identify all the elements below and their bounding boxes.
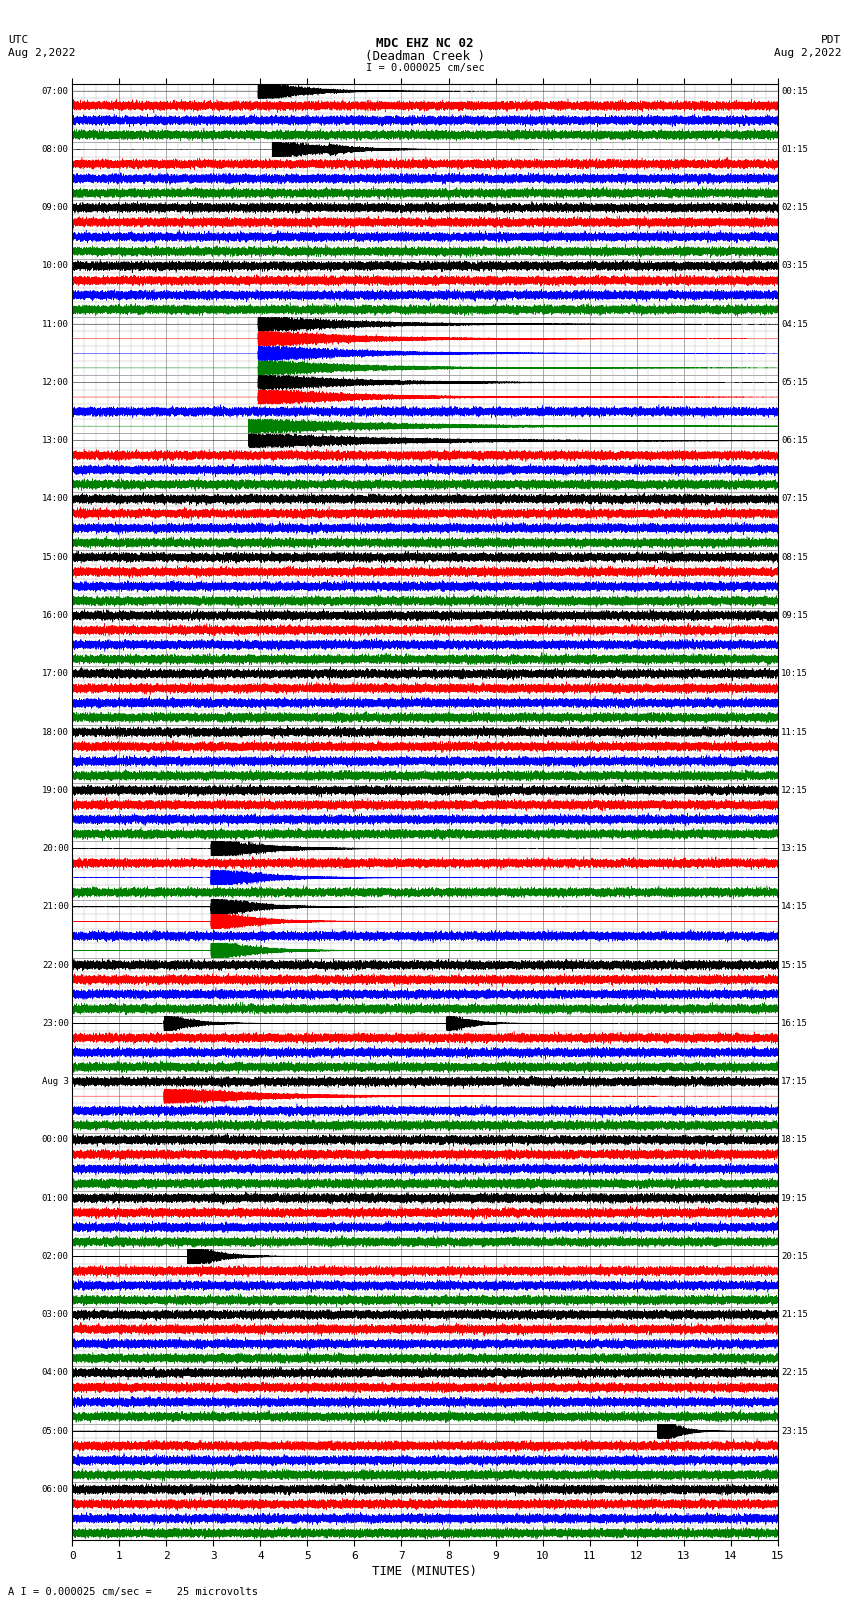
Text: 05:15: 05:15 [781,377,808,387]
Text: A I = 0.000025 cm/sec =    25 microvolts: A I = 0.000025 cm/sec = 25 microvolts [8,1587,258,1597]
Text: 22:00: 22:00 [42,961,69,969]
Text: 15:00: 15:00 [42,553,69,561]
Text: 18:15: 18:15 [781,1136,808,1144]
Text: (Deadman Creek ): (Deadman Creek ) [365,50,485,63]
Text: 00:00: 00:00 [42,1136,69,1144]
Text: 02:15: 02:15 [781,203,808,213]
Text: 17:00: 17:00 [42,669,69,679]
Text: 16:00: 16:00 [42,611,69,619]
Text: 19:15: 19:15 [781,1194,808,1203]
Text: 16:15: 16:15 [781,1019,808,1027]
Text: 11:15: 11:15 [781,727,808,737]
Text: 19:00: 19:00 [42,786,69,795]
Text: 08:00: 08:00 [42,145,69,153]
Text: 20:15: 20:15 [781,1252,808,1261]
Text: 01:00: 01:00 [42,1194,69,1203]
Text: I = 0.000025 cm/sec: I = 0.000025 cm/sec [366,63,484,73]
Text: 15:15: 15:15 [781,961,808,969]
Text: MDC EHZ NC 02: MDC EHZ NC 02 [377,37,473,50]
Text: 23:00: 23:00 [42,1019,69,1027]
Text: 04:15: 04:15 [781,319,808,329]
Text: Aug 2,2022: Aug 2,2022 [8,48,76,58]
Text: 10:00: 10:00 [42,261,69,271]
Text: 14:00: 14:00 [42,495,69,503]
Text: Aug 3: Aug 3 [42,1077,69,1086]
Text: 03:00: 03:00 [42,1310,69,1319]
Text: 03:15: 03:15 [781,261,808,271]
Text: 13:15: 13:15 [781,844,808,853]
Text: 07:15: 07:15 [781,495,808,503]
Text: 09:00: 09:00 [42,203,69,213]
Text: 18:00: 18:00 [42,727,69,737]
Text: 12:15: 12:15 [781,786,808,795]
Text: 02:00: 02:00 [42,1252,69,1261]
Text: 10:15: 10:15 [781,669,808,679]
Text: 11:00: 11:00 [42,319,69,329]
Text: 21:15: 21:15 [781,1310,808,1319]
Text: 20:00: 20:00 [42,844,69,853]
Text: 21:00: 21:00 [42,902,69,911]
Text: 05:00: 05:00 [42,1426,69,1436]
Text: Aug 2,2022: Aug 2,2022 [774,48,842,58]
Text: 06:15: 06:15 [781,436,808,445]
Text: 01:15: 01:15 [781,145,808,153]
Text: 00:15: 00:15 [781,87,808,95]
Text: 06:00: 06:00 [42,1486,69,1494]
Text: 08:15: 08:15 [781,553,808,561]
Text: 04:00: 04:00 [42,1368,69,1378]
Text: 22:15: 22:15 [781,1368,808,1378]
Text: 12:00: 12:00 [42,377,69,387]
Text: 13:00: 13:00 [42,436,69,445]
Text: UTC: UTC [8,35,29,45]
Text: 07:00: 07:00 [42,87,69,95]
Text: PDT: PDT [821,35,842,45]
Text: 09:15: 09:15 [781,611,808,619]
Text: 14:15: 14:15 [781,902,808,911]
Text: 23:15: 23:15 [781,1426,808,1436]
Text: 17:15: 17:15 [781,1077,808,1086]
X-axis label: TIME (MINUTES): TIME (MINUTES) [372,1565,478,1578]
